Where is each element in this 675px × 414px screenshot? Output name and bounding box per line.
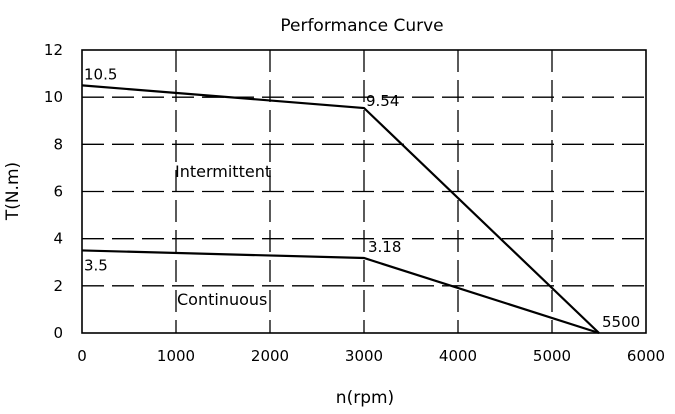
- y-tick-label: 12: [44, 41, 63, 59]
- y-tick-label: 0: [53, 324, 63, 342]
- region-label-intermittent: Intermittent: [175, 162, 271, 181]
- x-tick-label: 1000: [157, 347, 195, 365]
- region-label-continuous: Continuous: [177, 290, 267, 309]
- x-axis-label: n(rpm): [336, 388, 394, 408]
- series-line-continuous: [81, 249, 600, 335]
- y-tick-labels: 0 2 4 6 8 10 12: [44, 41, 63, 342]
- y-tick-label: 4: [53, 230, 63, 248]
- plot-frame: [81, 49, 647, 334]
- x-tick-label: 6000: [627, 347, 665, 365]
- data-label: 10.5: [84, 65, 117, 83]
- chart-title: Performance Curve: [280, 16, 443, 36]
- x-tick-labels: 0 1000 2000 3000 4000 5000 6000: [77, 347, 665, 365]
- x-tick-label: 5000: [533, 347, 571, 365]
- y-tick-label: 10: [44, 88, 63, 106]
- series-line-intermittent: [81, 84, 600, 334]
- y-tick-label: 8: [53, 135, 63, 153]
- grid-lines: [82, 50, 646, 333]
- data-label: 3.5: [84, 256, 108, 274]
- data-labels: 10.5 9.54 3.18 3.5 5500: [84, 65, 640, 331]
- x-tick-label: 3000: [345, 347, 383, 365]
- x-tick-label: 0: [77, 347, 87, 365]
- x-tick-label: 4000: [439, 347, 477, 365]
- x-tick-label: 2000: [251, 347, 289, 365]
- data-label: 9.54: [366, 92, 399, 110]
- data-label: 3.18: [368, 238, 401, 256]
- y-axis-label: T(N.m): [3, 162, 23, 221]
- y-tick-label: 6: [53, 183, 63, 201]
- data-label: 5500: [602, 313, 640, 331]
- y-tick-label: 2: [53, 277, 63, 295]
- series-lines: [81, 84, 600, 335]
